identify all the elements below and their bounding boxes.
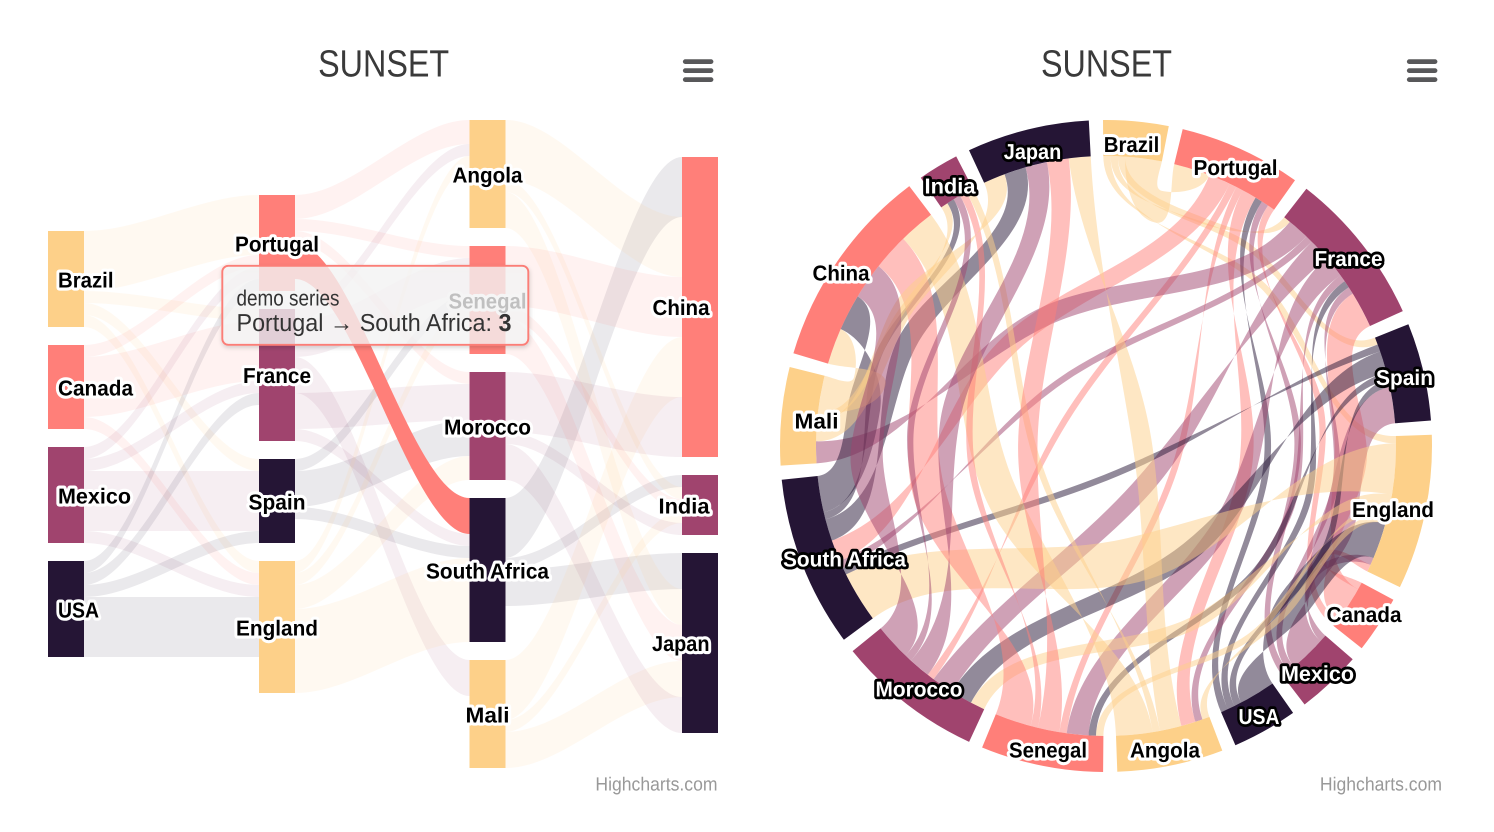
svg-text:Spain: Spain [249,490,306,515]
svg-text:South Africa: South Africa [426,559,550,584]
svg-text:Spain: Spain [1376,365,1433,390]
svg-text:Highcharts.com: Highcharts.com [595,775,717,796]
svg-text:Senegal: Senegal [1009,738,1087,763]
svg-text:SUNSET: SUNSET [1041,44,1172,86]
svg-text:demo series: demo series [237,286,340,311]
svg-text:South Africa: South Africa [783,547,907,572]
svg-text:Morocco: Morocco [876,677,963,702]
svg-text:USA: USA [1239,704,1280,729]
svg-text:China: China [813,261,871,286]
svg-text:Mali: Mali [466,703,510,728]
svg-text:Angola: Angola [1130,738,1201,763]
svg-text:Brazil: Brazil [1104,132,1160,157]
svg-text:SUNSET: SUNSET [318,44,449,86]
svg-text:France: France [243,363,311,388]
svg-text:Brazil: Brazil [58,268,114,293]
svg-text:India: India [925,174,977,199]
svg-text:Portugal: Portugal [235,232,319,257]
svg-text:Canada: Canada [1327,602,1403,627]
svg-text:USA: USA [58,598,99,623]
svg-text:Japan: Japan [652,631,710,656]
svg-text:England: England [1352,497,1434,522]
svg-text:Morocco: Morocco [444,415,531,440]
svg-text:Portugal → South Africa: 3: Portugal → South Africa: 3 [237,310,512,337]
svg-text:China: China [653,295,711,320]
svg-text:Mali: Mali [795,409,839,434]
svg-text:Angola: Angola [453,163,524,188]
svg-text:Portugal: Portugal [1194,155,1278,180]
svg-text:India: India [659,494,711,519]
svg-text:Canada: Canada [58,376,134,401]
svg-text:Highcharts.com: Highcharts.com [1320,775,1442,796]
svg-text:Mexico: Mexico [58,484,131,509]
svg-text:England: England [236,616,318,641]
svg-text:France: France [1315,246,1383,271]
svg-text:Japan: Japan [1004,139,1062,164]
svg-text:Mexico: Mexico [1281,661,1354,686]
